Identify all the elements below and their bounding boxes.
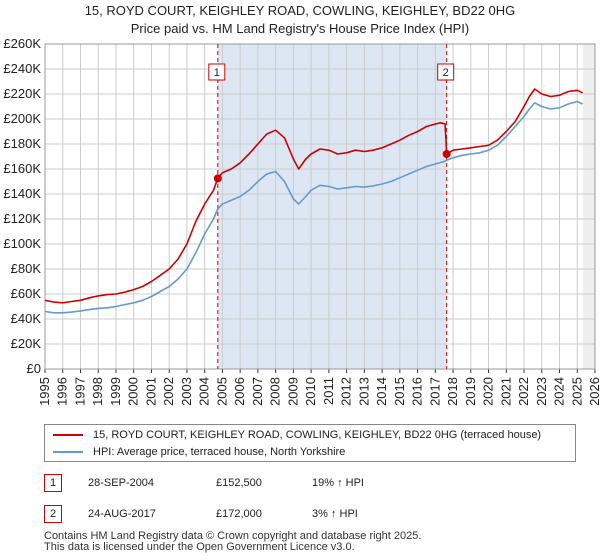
legend-item-property: 15, ROYD COURT, KEIGHLEY ROAD, COWLING, …: [53, 427, 541, 443]
y-tick-label: £100K: [3, 236, 41, 251]
x-tick-label: 2019: [463, 377, 478, 406]
shaded-period: [217, 44, 447, 369]
x-tick-label: 1998: [90, 377, 105, 406]
x-tick-label: 2017: [427, 377, 442, 406]
y-tick-label: £20K: [11, 336, 42, 351]
x-tick-label: 2013: [356, 377, 371, 406]
y-tick-label: £220K: [3, 86, 41, 101]
y-tick-label: £240K: [3, 61, 41, 76]
x-tick-label: 1995: [37, 377, 52, 406]
x-tick-label: 2015: [392, 377, 407, 406]
x-tick-label: 2011: [321, 377, 336, 405]
title-line-2: Price paid vs. HM Land Registry's House …: [130, 21, 470, 36]
x-tick-label: 1996: [55, 377, 70, 406]
x-tick-label: 2020: [481, 377, 496, 406]
x-tick-label: 2014: [374, 377, 389, 406]
y-tick-label: £140K: [3, 186, 41, 201]
sale-label-box: [437, 63, 455, 81]
plot-border: [44, 43, 596, 370]
y-tick-label: £40K: [11, 311, 42, 326]
y-tick-label: £180K: [3, 136, 41, 151]
x-tick-label: 2025: [569, 377, 584, 406]
sale-number-badge: 2: [44, 505, 62, 523]
chart-legend: 15, ROYD COURT, KEIGHLEY ROAD, COWLING, …: [44, 424, 576, 462]
x-tick-label: 2000: [126, 377, 141, 406]
sale-number-badge: 1: [44, 474, 62, 492]
x-tick-label: 2004: [197, 377, 212, 406]
y-tick-label: £260K: [3, 36, 41, 51]
x-tick-label: 2008: [268, 377, 283, 406]
x-tick-label: 1999: [108, 377, 123, 406]
sale-hpi-change: 3% ↑ HPI: [312, 508, 358, 520]
x-tick-label: 2002: [161, 377, 176, 406]
x-tick-label: 2006: [232, 377, 247, 406]
footer-line-2: This data is licensed under the Open Gov…: [44, 541, 355, 553]
x-tick-label: 2003: [179, 377, 194, 406]
legend-label-property: 15, ROYD COURT, KEIGHLEY ROAD, COWLING, …: [93, 429, 542, 441]
x-tick-label: 2007: [250, 377, 265, 406]
x-tick-label: 2023: [534, 377, 549, 406]
x-tick-label: 2024: [552, 377, 567, 406]
legend-swatch-property: [53, 434, 83, 437]
sale-label: 1: [214, 67, 220, 79]
x-tick-label: 2018: [445, 377, 460, 406]
x-tick-label: 2021: [498, 377, 513, 406]
footer-attribution: Contains HM Land Registry data © Crown c…: [44, 531, 421, 553]
x-tick-label: 2016: [410, 377, 425, 406]
title-line-1: 15, ROYD COURT, KEIGHLEY ROAD, COWLING, …: [84, 3, 516, 18]
sale-point: [213, 174, 222, 183]
footer-line-1: Contains HM Land Registry data © Crown c…: [44, 530, 422, 542]
hpi-series-line: [44, 100, 583, 314]
sale-hpi-change: 19% ↑ HPI: [312, 477, 364, 489]
chart-title: 15, ROYD COURT, KEIGHLEY ROAD, COWLING, …: [0, 2, 600, 38]
x-tick-label: 2001: [143, 377, 158, 406]
legend-item-hpi: HPI: Average price, terraced house, Nort…: [53, 444, 345, 460]
price-chart: 1 2 £0 £20K £40K £60K £80K £100K £120K £140K £160…: [3, 36, 600, 406]
x-tick-label: 2010: [303, 377, 318, 406]
property-series-line: [44, 88, 583, 304]
x-tick-label: 2009: [285, 377, 300, 406]
legend-swatch-hpi: [53, 451, 83, 454]
x-tick-label: 2005: [214, 377, 229, 406]
sale-price: £172,000: [216, 508, 262, 520]
sale-date: 24-AUG-2017: [88, 508, 156, 520]
sale-point: [442, 150, 451, 158]
sale-label: 2: [443, 67, 449, 79]
forecast-region: [583, 44, 595, 369]
y-tick-label: £0: [27, 361, 41, 376]
y-tick-label: £160K: [3, 161, 41, 176]
y-tick-label: £120K: [3, 211, 41, 226]
sale-date: 28-SEP-2004: [88, 477, 155, 489]
sale-price: £152,500: [216, 477, 262, 489]
x-tick-label: 2026: [587, 377, 600, 406]
y-tick-label: £60K: [11, 286, 42, 301]
x-tick-label: 1997: [72, 377, 87, 406]
sale-label-box: [208, 63, 226, 81]
x-tick-label: 2022: [516, 377, 531, 406]
y-tick-label: £80K: [11, 261, 42, 276]
y-tick-label: £200K: [3, 111, 41, 126]
x-tick-label: 2012: [339, 377, 354, 406]
legend-label-hpi: HPI: Average price, terraced house, Nort…: [93, 446, 346, 458]
